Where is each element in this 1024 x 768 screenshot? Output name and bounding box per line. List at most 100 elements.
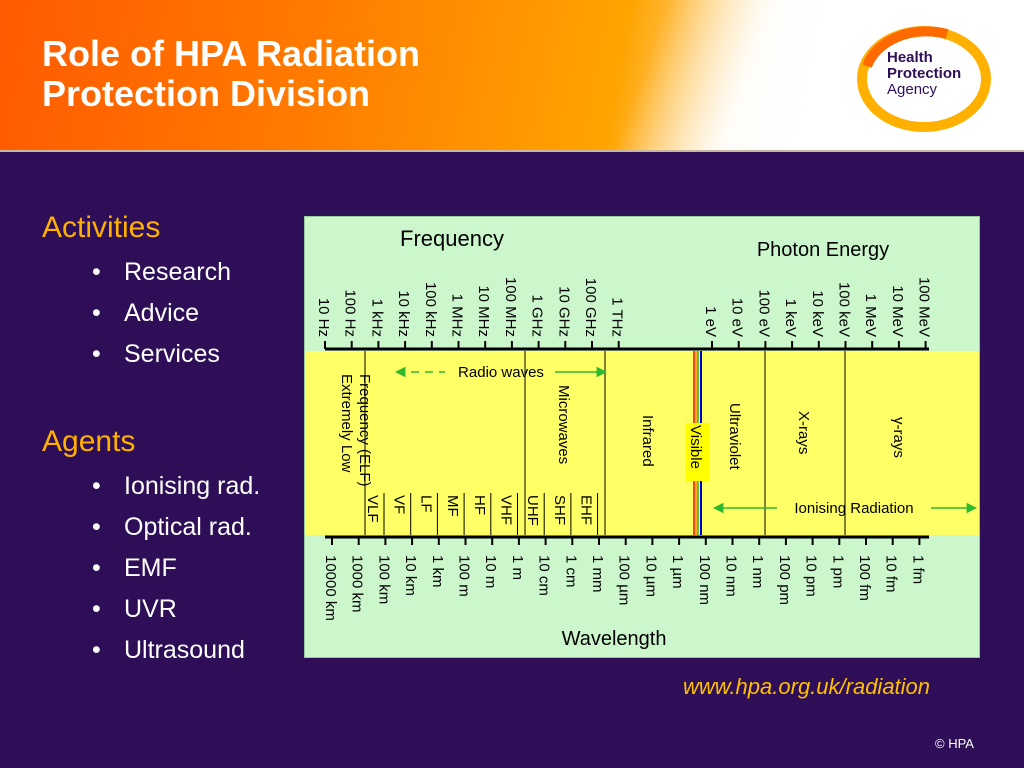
- energy-tick-label: 100 eV: [755, 289, 772, 337]
- logo-wordmark: Health Protection Agency: [887, 50, 961, 98]
- energy-tick-label: 100 keV: [836, 282, 853, 337]
- title-line-2: Protection Division: [42, 73, 371, 114]
- band-label: VF: [391, 495, 408, 514]
- list-item: Ionising rad.: [92, 472, 260, 513]
- wavelength-tick-label: 10 fm: [883, 555, 900, 593]
- energy-tick-label: 1 eV: [702, 306, 719, 337]
- energy-tick-label: 10 keV: [809, 290, 826, 337]
- elf-line-2: Frequency (ELF): [356, 374, 373, 487]
- wavelength-tick-label: 10 nm: [723, 555, 740, 597]
- wavelength-tick-label: 1 mm: [589, 555, 606, 593]
- band-label: VLF: [364, 495, 381, 523]
- spectrum-band: [305, 351, 979, 535]
- infrared-label: Infrared: [639, 415, 656, 467]
- wavelength-tick-label: 1 fm: [909, 555, 926, 584]
- band-label: UHF: [524, 495, 541, 526]
- wavelength-tick-label: 10 µm: [642, 555, 659, 597]
- activities-list: Research Advice Services: [92, 258, 231, 381]
- radio-waves-label: Radio waves: [458, 364, 544, 381]
- wavelength-tick-label: 10 m: [482, 555, 499, 588]
- frequency-tick-label: 1 MHz: [449, 294, 466, 337]
- band-label: VHF: [498, 495, 515, 525]
- frequency-tick-label: 10 kHz: [395, 290, 412, 337]
- wavelength-label: Wavelength: [562, 628, 667, 650]
- frequency-tick-label: 1 THz: [609, 297, 626, 337]
- frequency-tick-label: 100 kHz: [422, 282, 439, 337]
- wavelength-tick-label: 1 cm: [562, 555, 579, 588]
- copyright-notice: © HPA: [935, 736, 974, 751]
- microwaves-label: Microwaves: [555, 385, 572, 464]
- band-label: SHF: [551, 495, 568, 525]
- energy-ticks: 1 eV 10 eV 100 eV 1 keV 10 keV 100 keV 1 MeV 10…: [702, 277, 933, 349]
- band-label: LF: [417, 495, 434, 513]
- energy-tick-label: 10 MeV: [889, 285, 906, 337]
- wavelength-tick-label: 1 m: [509, 555, 526, 580]
- list-item: Advice: [92, 299, 231, 340]
- wavelength-tick-label: 1 µm: [669, 555, 686, 589]
- energy-tick-label: 100 MeV: [916, 277, 933, 337]
- list-item: Optical rad.: [92, 513, 260, 554]
- ionising-label: Ionising Radiation: [794, 500, 913, 517]
- elf-line-1: Extremely Low: [338, 374, 355, 473]
- ultraviolet-label: Ultraviolet: [726, 403, 743, 471]
- spectrum-svg: 10 Hz 100 Hz 1 kHz 10 kHz 100 kHz 1 MHz 10 MHz…: [305, 226, 979, 650]
- wavelength-tick-label: 10000 km: [322, 555, 339, 621]
- wavelength-tick-label: 10 cm: [536, 555, 553, 596]
- header-fade: [0, 0, 1024, 150]
- wavelength-tick-label: 10 pm: [803, 555, 820, 597]
- band-labels: VLF VF LF MF HF VHF UHF SHF EHF: [364, 493, 599, 535]
- wavelength-tick-label: 100 µm: [616, 555, 633, 605]
- list-item: UVR: [92, 595, 260, 636]
- wavelength-tick-label: 1 km: [429, 555, 446, 588]
- list-item: Research: [92, 258, 231, 299]
- logo-ring-icon: [857, 26, 991, 132]
- frequency-label: Frequency: [400, 226, 504, 251]
- elf-label-text: Extremely LowFrequency (ELF): [338, 374, 373, 487]
- agents-list: Ionising rad. Optical rad. EMF UVR Ultra…: [92, 472, 260, 677]
- activities-heading: Activities: [42, 211, 161, 244]
- wavelength-tick-label: 100 pm: [776, 555, 793, 605]
- xrays-label: X-rays: [795, 411, 812, 454]
- frequency-tick-label: 100 Hz: [342, 289, 359, 337]
- wavelength-ticks: 10000 km 1000 km 100 km 10 km 1 km 100 m 10 m 1…: [322, 537, 926, 621]
- title-line-1: Role of HPA Radiation: [42, 33, 420, 74]
- wavelength-tick-label: 1 nm: [749, 555, 766, 588]
- energy-tick-label: 1 keV: [782, 299, 799, 337]
- header-banner: Role of HPA Radiation Protection Divisio…: [0, 0, 1024, 152]
- em-spectrum-diagram: 10 Hz 100 Hz 1 kHz 10 kHz 100 kHz 1 MHz 10 MHz…: [304, 216, 980, 658]
- frequency-tick-label: 10 MHz: [475, 285, 492, 337]
- frequency-tick-label: 10 Hz: [315, 298, 332, 337]
- wavelength-tick-label: 10 km: [402, 555, 419, 596]
- frequency-tick-label: 10 GHz: [555, 286, 572, 337]
- energy-tick-label: 1 MeV: [862, 294, 879, 337]
- band-label: MF: [444, 495, 461, 517]
- hpa-logo: Health Protection Agency: [857, 26, 991, 132]
- wavelength-tick-label: 100 km: [375, 555, 392, 604]
- website-link[interactable]: www.hpa.org.uk/radiation: [683, 674, 931, 699]
- photon-energy-label: Photon Energy: [757, 239, 889, 261]
- frequency-ticks: 10 Hz 100 Hz 1 kHz 10 kHz 100 kHz 1 MHz 10 MHz…: [315, 277, 626, 349]
- wavelength-tick-label: 100 m: [456, 555, 473, 597]
- energy-tick-label: 10 eV: [729, 298, 746, 337]
- slide-title: Role of HPA Radiation Protection Divisio…: [42, 34, 662, 114]
- frequency-tick-label: 100 GHz: [582, 278, 599, 337]
- band-label: HF: [471, 495, 488, 515]
- visible-label-box: [685, 423, 709, 481]
- wavelength-tick-label: 100 fm: [856, 555, 873, 601]
- list-item: EMF: [92, 554, 260, 595]
- agents-heading: Agents: [42, 425, 136, 458]
- visible-label: Visible: [687, 425, 704, 469]
- list-item: Services: [92, 340, 231, 381]
- gamma-label: γ-rays: [890, 417, 907, 458]
- wavelength-tick-label: 100 nm: [696, 555, 713, 605]
- wavelength-tick-label: 1 pm: [829, 555, 846, 588]
- frequency-tick-label: 100 MHz: [502, 277, 519, 337]
- band-label: EHF: [578, 495, 595, 525]
- logo-line-1: Health: [887, 49, 933, 66]
- frequency-tick-label: 1 GHz: [529, 294, 546, 337]
- frequency-tick-label: 1 kHz: [368, 299, 385, 337]
- logo-line-3: Agency: [887, 81, 938, 98]
- list-item: Ultrasound: [92, 636, 260, 677]
- logo-line-2: Protection: [887, 65, 962, 82]
- wavelength-tick-label: 1000 km: [349, 555, 366, 613]
